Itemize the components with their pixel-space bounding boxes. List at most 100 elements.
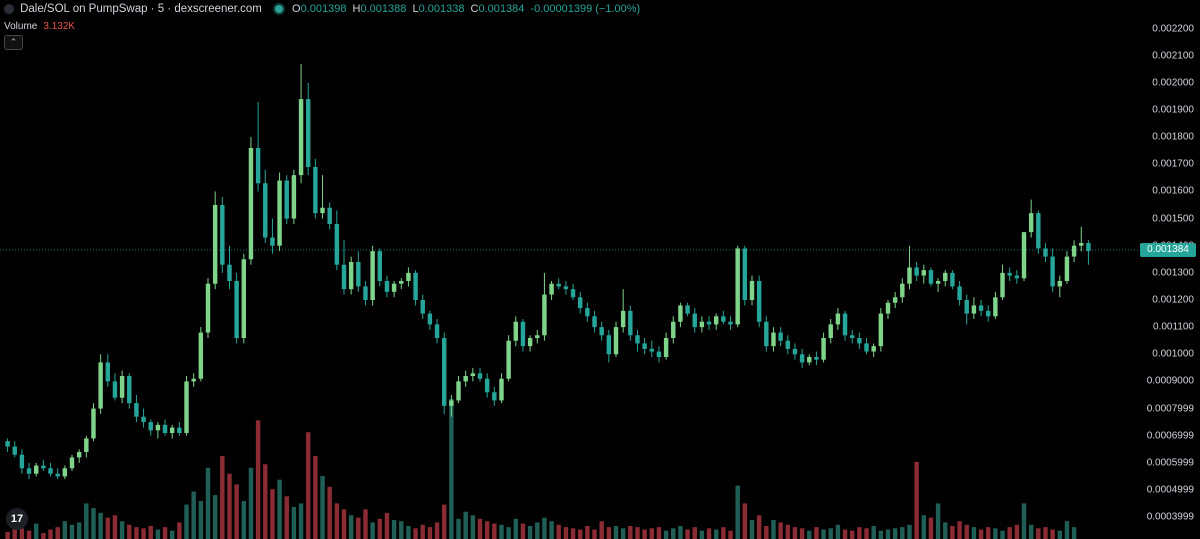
candle-body	[463, 376, 468, 382]
y-tick-label: 0.001000	[1152, 348, 1194, 360]
volume-bar	[127, 524, 132, 539]
candle-body	[799, 354, 805, 363]
candle-body	[914, 267, 919, 276]
volume-bar	[849, 530, 855, 539]
candle-body	[950, 272, 955, 287]
volume-bar	[456, 518, 461, 539]
candle-body	[298, 99, 304, 176]
candle-body	[198, 332, 204, 379]
volume-bar	[241, 501, 247, 539]
close-value: 0.001384	[478, 3, 525, 15]
candle-body	[585, 308, 590, 317]
candle-body	[1007, 272, 1012, 276]
volume-bar	[298, 503, 304, 539]
volume-bar	[506, 527, 511, 539]
volume-bar	[699, 530, 705, 539]
y-tick-label: 0.001100	[1153, 321, 1194, 333]
candle-body	[807, 357, 812, 363]
candle-body	[205, 283, 211, 333]
y-tick-label: 0.0009000	[1146, 375, 1194, 387]
candle-body	[943, 272, 948, 281]
candle-body	[527, 338, 533, 347]
volume-bar	[1043, 527, 1048, 539]
candle-body	[620, 310, 626, 328]
volume-bar	[556, 524, 561, 539]
candle-body	[878, 313, 884, 347]
low-value: 0.001338	[418, 3, 465, 15]
volume-bar	[950, 525, 955, 539]
volume-bar	[134, 527, 139, 539]
volume-bar	[663, 530, 669, 539]
candle-body	[69, 457, 75, 469]
volume-bar	[756, 515, 762, 539]
open-label: O	[292, 3, 301, 15]
candle-body	[234, 281, 239, 338]
candle-body	[864, 343, 869, 352]
volume-bar	[964, 524, 969, 539]
volume-bar	[141, 528, 146, 539]
volume-bar	[41, 533, 46, 539]
low-label: L	[412, 3, 419, 15]
candle-body	[391, 283, 397, 292]
close-label: C	[470, 3, 479, 15]
price-chart[interactable]	[0, 0, 1140, 539]
volume-bar	[169, 530, 175, 539]
volume-bar	[577, 529, 583, 539]
chevron-up-icon: ⌃	[9, 37, 18, 47]
candle-body	[570, 289, 576, 298]
tradingview-logo-icon[interactable]: 17	[6, 508, 28, 530]
candle-body	[520, 321, 526, 347]
volume-bar	[463, 511, 468, 539]
y-tick-label: 0.0005999	[1146, 457, 1194, 469]
volume-bar	[735, 485, 740, 539]
candle-body	[1050, 256, 1055, 287]
candle-body	[241, 259, 247, 338]
candle-body	[341, 264, 347, 290]
volume-bar	[348, 515, 354, 539]
volume-bar	[320, 476, 325, 539]
candle-body	[599, 327, 604, 336]
volume-bar	[248, 467, 254, 539]
candle-body	[492, 392, 497, 401]
volume-bar	[420, 524, 425, 539]
candle-body	[928, 270, 934, 284]
volume-bar	[399, 521, 404, 539]
candle-body	[162, 424, 168, 433]
candle-body	[248, 148, 254, 260]
symbol-title[interactable]: Dale/SOL on PumpSwap · 5 · dexscreener.c…	[20, 3, 262, 15]
collapse-legend-button[interactable]: ⌃	[4, 35, 23, 50]
volume-bar	[1071, 527, 1077, 539]
candle-body	[778, 332, 783, 341]
candle-body	[484, 378, 490, 393]
candle-body	[671, 321, 676, 338]
volume-bar	[33, 523, 39, 539]
candle-body	[613, 327, 619, 355]
volume-bar	[535, 522, 540, 539]
candle-body	[971, 305, 977, 314]
volume-bar	[585, 525, 590, 539]
volume-bar	[413, 528, 418, 539]
candle-body	[105, 362, 111, 382]
price-axis[interactable]: 0.002200 0.002100 0.002000 0.001900 0.001800…	[1140, 0, 1200, 539]
candle-body	[413, 272, 418, 300]
volume-bar	[892, 528, 898, 539]
candle-body	[978, 305, 984, 311]
volume-bar	[12, 525, 17, 539]
candle-body	[756, 281, 762, 322]
volume-bar	[771, 520, 776, 539]
volume-bar	[205, 467, 211, 539]
volume-bar	[1014, 524, 1020, 539]
candle-body	[76, 452, 82, 458]
candle-body	[363, 286, 368, 300]
token-icon	[4, 4, 14, 15]
candle-body	[127, 376, 132, 404]
volume-bar	[764, 525, 769, 539]
candle-body	[1079, 243, 1084, 246]
volume-bar	[835, 524, 841, 539]
open-value: 0.001398	[300, 3, 347, 15]
volume-bar	[470, 515, 476, 539]
volume-bar	[957, 521, 962, 539]
volume-bar	[613, 525, 619, 539]
volume-bar	[291, 506, 297, 539]
volume-bar	[255, 420, 261, 539]
